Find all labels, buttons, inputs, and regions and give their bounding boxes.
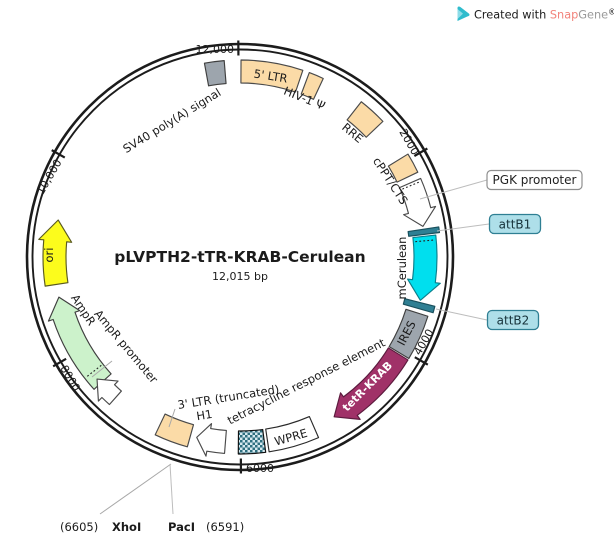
label-ori: ori	[42, 248, 56, 263]
hiv-1-psi-feature	[300, 72, 324, 100]
snapgene-watermark: Created with SnapGene®	[457, 6, 614, 22]
tick-label-10000: 10,000	[34, 157, 65, 197]
cppt-cts-feature	[387, 153, 419, 183]
mcerulean-feature	[406, 234, 441, 301]
label-sv40-polya-signal: SV40 poly(A) signal	[120, 85, 223, 156]
ampr-promoter-arrow-feature	[96, 378, 122, 406]
boundary-dash	[402, 181, 421, 190]
feature-boundary-dashes	[85, 181, 435, 378]
callout-line-ampr-promoter	[91, 360, 113, 378]
xhoi-position: (6605)	[60, 520, 98, 534]
callout-line-3-ltr	[168, 408, 176, 428]
tick-mark-10000	[51, 149, 66, 159]
callout-pgk-promoter: PGK promoter	[486, 169, 583, 191]
features-layer	[38, 59, 441, 457]
tet-response-element-feature	[237, 428, 267, 455]
callout-line-attb1	[436, 223, 490, 232]
h1-arrow-feature	[196, 423, 227, 457]
tick-mark-4000	[414, 356, 429, 366]
sv40-polya-signal-feature	[203, 60, 227, 87]
watermark-created-with: Created with	[474, 9, 550, 22]
callout-text-attb1: attB1	[499, 218, 532, 232]
tick-marks-layer	[51, 40, 429, 474]
callout-text-attb2: attB2	[497, 314, 530, 328]
plasmid-length: 12,015 bp	[212, 270, 268, 283]
ires-feature	[388, 308, 429, 360]
ampr-feature	[47, 296, 112, 390]
attb1-site-feature	[407, 226, 441, 237]
paci-position: (6591)	[206, 520, 244, 534]
watermark-registered-mark: ®	[608, 8, 614, 17]
callout-line-pgk-promoter	[419, 179, 488, 200]
tick-label-12000: 12,000	[196, 43, 235, 56]
watermark-brand-gene: Gene	[578, 9, 608, 22]
callout-line-attb2	[435, 308, 488, 321]
tick-mark-2000	[413, 147, 428, 157]
plasmid-name: pLVPTH2-tTR-KRAB-Cerulean	[114, 248, 365, 266]
callout-text-pgk: PGK promoter	[493, 173, 577, 187]
boundary-dash	[415, 239, 435, 243]
callout-attb2: attB2	[486, 309, 540, 331]
restriction-sites: (6605) XhoI PacI (6591)	[60, 520, 244, 534]
tick-mark-8000	[52, 357, 67, 368]
tick-label-6000: 6000	[246, 462, 274, 475]
boundary-dash	[85, 364, 102, 378]
callout-box-attb1	[488, 213, 542, 235]
watermark-text: Created with SnapGene®	[474, 8, 614, 22]
snapgene-logo-icon-highlight	[457, 9, 463, 19]
watermark-brand-snap: Snap	[550, 9, 578, 22]
callout-box-pgk	[486, 169, 583, 191]
callout-line-xhoi	[99, 463, 172, 515]
callout-box-attb2	[486, 309, 540, 331]
callout-attb1: attB1	[488, 213, 542, 235]
label-mcerulean: mCerulean	[395, 237, 409, 300]
xhoi-label: XhoI	[112, 520, 141, 534]
attb2-site-feature	[402, 298, 436, 314]
callout-line-paci	[169, 463, 174, 515]
paci-label: PacI	[168, 520, 195, 534]
rre-feature	[346, 101, 384, 138]
label-5-ltr: 5' LTR	[253, 66, 289, 85]
wpre-feature	[265, 415, 320, 453]
pgk-promoter-arrow-feature	[398, 177, 437, 227]
label-h1: H1	[195, 407, 213, 423]
5-ltr-feature	[240, 59, 304, 93]
ori-feature	[38, 219, 73, 287]
snapgene-logo-icon	[457, 6, 470, 21]
tetr-krab-feature	[333, 347, 409, 420]
3-ltr-truncated-feature	[154, 413, 195, 448]
